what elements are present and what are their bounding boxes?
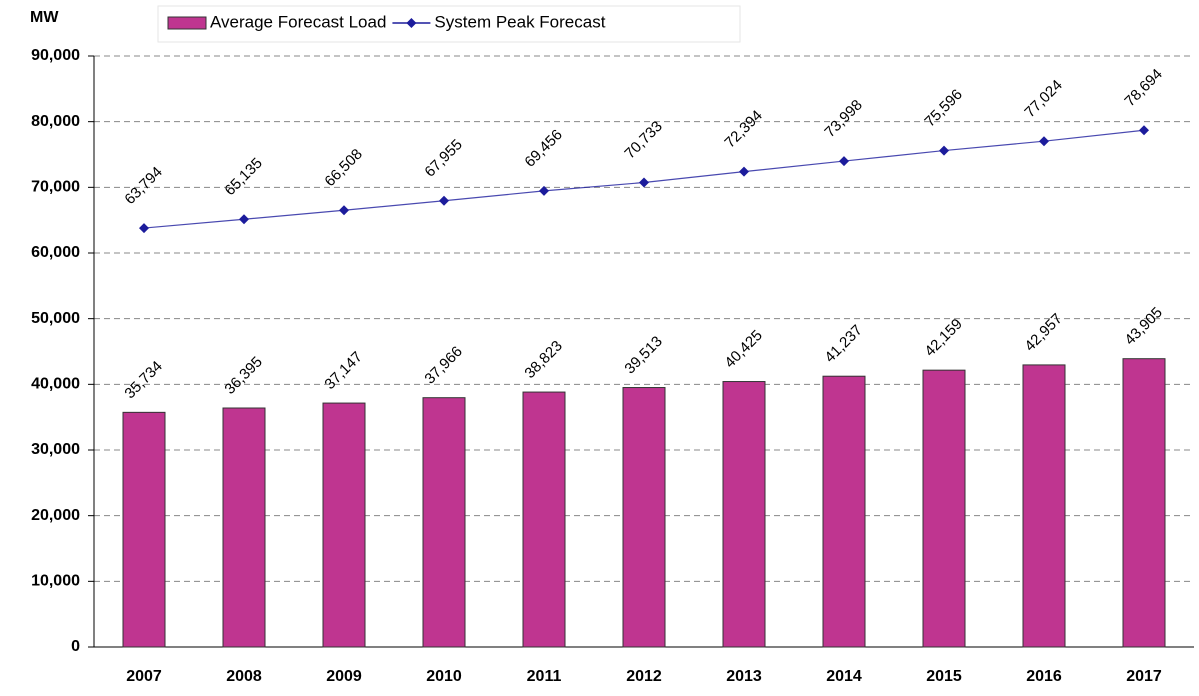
data-label: 73,998 xyxy=(821,96,865,140)
legend-swatch xyxy=(406,18,417,28)
y-tick-label: 40,000 xyxy=(31,376,80,393)
data-label: 66,508 xyxy=(321,146,365,190)
data-label: 40,425 xyxy=(721,327,765,371)
y-axis-label: MW xyxy=(30,9,59,26)
point xyxy=(239,214,249,225)
data-label: 77,024 xyxy=(1021,77,1065,121)
point xyxy=(839,156,849,167)
data-label: 37,147 xyxy=(321,348,365,392)
bar xyxy=(322,402,366,648)
point xyxy=(139,223,149,234)
x-tick-label: 2017 xyxy=(1126,668,1162,685)
x-tick-label: 2016 xyxy=(1026,668,1062,685)
point xyxy=(539,185,549,196)
y-tick-label: 50,000 xyxy=(31,310,80,327)
bar xyxy=(1022,364,1066,648)
x-tick-label: 2008 xyxy=(226,668,262,685)
data-label: 67,955 xyxy=(421,136,465,180)
y-tick-label: 90,000 xyxy=(31,47,80,64)
x-tick-label: 2010 xyxy=(426,668,462,685)
data-label: 42,159 xyxy=(921,316,965,360)
point xyxy=(939,145,949,156)
data-label: 38,823 xyxy=(521,337,565,381)
data-label: 36,395 xyxy=(221,353,265,397)
data-label: 41,237 xyxy=(821,322,865,366)
data-label: 70,733 xyxy=(621,118,665,162)
bar xyxy=(922,369,966,648)
y-tick-label: 0 xyxy=(71,638,80,655)
point xyxy=(739,166,749,177)
legend-swatch xyxy=(167,16,207,30)
legend-label: Average Forecast Load xyxy=(210,12,386,31)
data-label: 37,966 xyxy=(421,343,465,387)
x-tick-label: 2009 xyxy=(326,668,362,685)
bar xyxy=(822,375,866,648)
x-tick-label: 2014 xyxy=(826,668,862,685)
bar xyxy=(722,381,766,648)
x-tick-label: 2012 xyxy=(626,668,662,685)
legend xyxy=(157,5,741,43)
data-label: 72,394 xyxy=(721,107,765,151)
x-tick-label: 2013 xyxy=(726,668,762,685)
point xyxy=(1039,136,1049,147)
x-tick-label: 2015 xyxy=(926,668,962,685)
y-tick-label: 70,000 xyxy=(31,179,80,196)
bar xyxy=(222,407,266,648)
point xyxy=(339,205,349,216)
y-tick-label: 30,000 xyxy=(31,441,80,458)
y-tick-label: 80,000 xyxy=(31,113,80,130)
data-label: 78,694 xyxy=(1121,66,1165,110)
y-tick-label: 60,000 xyxy=(31,244,80,261)
bar xyxy=(1122,358,1166,648)
data-label: 43,905 xyxy=(1121,304,1165,348)
x-tick-label: 2011 xyxy=(527,668,562,685)
y-tick-label: 10,000 xyxy=(31,573,80,590)
y-tick-label: 20,000 xyxy=(31,507,80,524)
bar xyxy=(122,411,166,648)
bar xyxy=(422,397,466,648)
point xyxy=(439,195,449,206)
data-label: 35,734 xyxy=(121,358,165,402)
bar xyxy=(622,387,666,648)
data-label: 75,596 xyxy=(921,86,965,130)
data-label: 65,135 xyxy=(221,155,265,199)
legend-label: System Peak Forecast xyxy=(434,12,605,31)
data-label: 39,513 xyxy=(621,333,665,377)
data-label: 63,794 xyxy=(121,163,165,207)
point xyxy=(1139,125,1149,136)
bar xyxy=(522,391,566,648)
data-label: 42,957 xyxy=(1021,310,1065,354)
x-tick-label: 2007 xyxy=(126,668,162,685)
data-label: 69,456 xyxy=(521,126,565,170)
point xyxy=(639,177,649,188)
